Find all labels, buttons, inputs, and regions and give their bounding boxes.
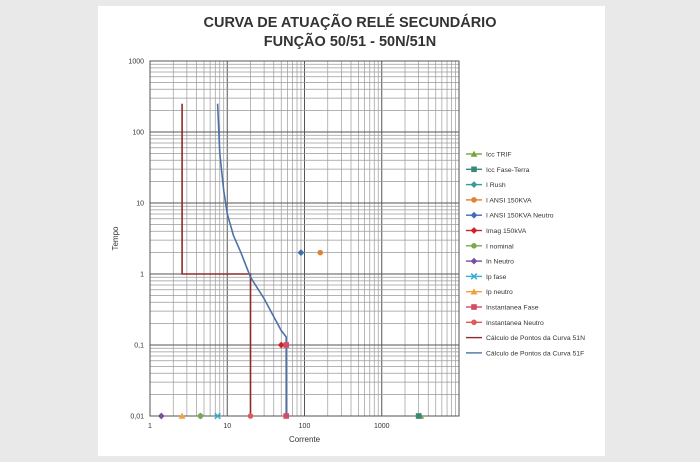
data-point-9 (178, 412, 186, 419)
chart-title: CURVA DE ATUAÇÃO RELÉ SECUNDÁRIO (203, 15, 497, 31)
x-tick-label: 1 (148, 423, 152, 430)
data-point-6 (197, 413, 204, 419)
legend-label: Cálculo de Pontos da Curva 51F (486, 350, 584, 357)
legend-swatch-marker (471, 304, 477, 310)
y-tick-label: 1 (140, 272, 144, 279)
legend-label: Imag 150kVA (486, 228, 527, 235)
y-tick-label: 100 (132, 130, 144, 137)
legend-swatch-marker (471, 197, 477, 203)
legend-label: Ip fase (486, 274, 507, 281)
data-point-3 (317, 249, 324, 256)
legend: Icc TRIF Icc Fase-Terra I Rush I ANSI 150KV… (466, 150, 585, 357)
legend-swatch-marker (470, 150, 478, 157)
y-tick-label: 0,01 (130, 414, 144, 421)
x-axis-title: Corrente (289, 435, 321, 444)
data-point-10 (283, 413, 290, 419)
legend-label: I ANSI 150KVA Neutro (486, 213, 554, 220)
y-tick-label: 0,1 (134, 343, 144, 350)
series-line-12 (181, 103, 252, 416)
data-point-1 (415, 413, 422, 419)
data-point-10 (283, 342, 290, 348)
data-point-8 (214, 412, 221, 420)
legend-swatch-marker (470, 227, 478, 234)
data-point-4 (297, 249, 305, 257)
legend-swatch-marker (470, 257, 478, 265)
x-tick-label: 1000 (374, 423, 390, 430)
legend-swatch-marker (470, 181, 478, 188)
legend-label: Icc TRIF (486, 152, 512, 159)
legend-swatch-marker (471, 319, 477, 326)
y-axis-title: Tempo (111, 226, 120, 251)
legend-label: I ANSI 150KVA (486, 197, 532, 204)
y-tick-label: 1000 (128, 59, 144, 66)
legend-label: I Rush (486, 182, 506, 189)
legend-swatch-marker (471, 166, 477, 173)
legend-label: Ip neutro (486, 289, 513, 296)
data-point-7 (157, 412, 165, 420)
series-line-13 (216, 103, 288, 416)
legend-label: Icc Fase-Terra (486, 167, 530, 174)
legend-swatch-marker (470, 288, 478, 295)
legend-label: In Neutro (486, 259, 514, 266)
axes: Corrente Tempo 1 10 100 1000 1000 100 10 1 0,1 0,… (111, 59, 390, 445)
data-point-5 (277, 341, 285, 349)
x-tick-label: 100 (299, 423, 311, 430)
grid (149, 61, 459, 417)
x-tick-label: 10 (223, 423, 231, 430)
legend-label: Instantanea Fase (486, 305, 539, 312)
chart-subtitle: FUNÇÃO 50/51 - 50N/51N (263, 34, 437, 50)
legend-swatch-marker (470, 273, 478, 280)
legend-swatch-marker (470, 211, 478, 219)
legend-label: Cálculo de Pontos da Curva 51N (486, 335, 585, 342)
legend-swatch-marker (471, 243, 477, 249)
legend-label: I nominal (486, 243, 514, 250)
y-tick-label: 10 (136, 201, 144, 208)
plot-frame (149, 60, 460, 417)
series (157, 103, 425, 420)
data-point-11 (247, 413, 254, 419)
legend-label: Instantanea Neutro (486, 320, 544, 327)
